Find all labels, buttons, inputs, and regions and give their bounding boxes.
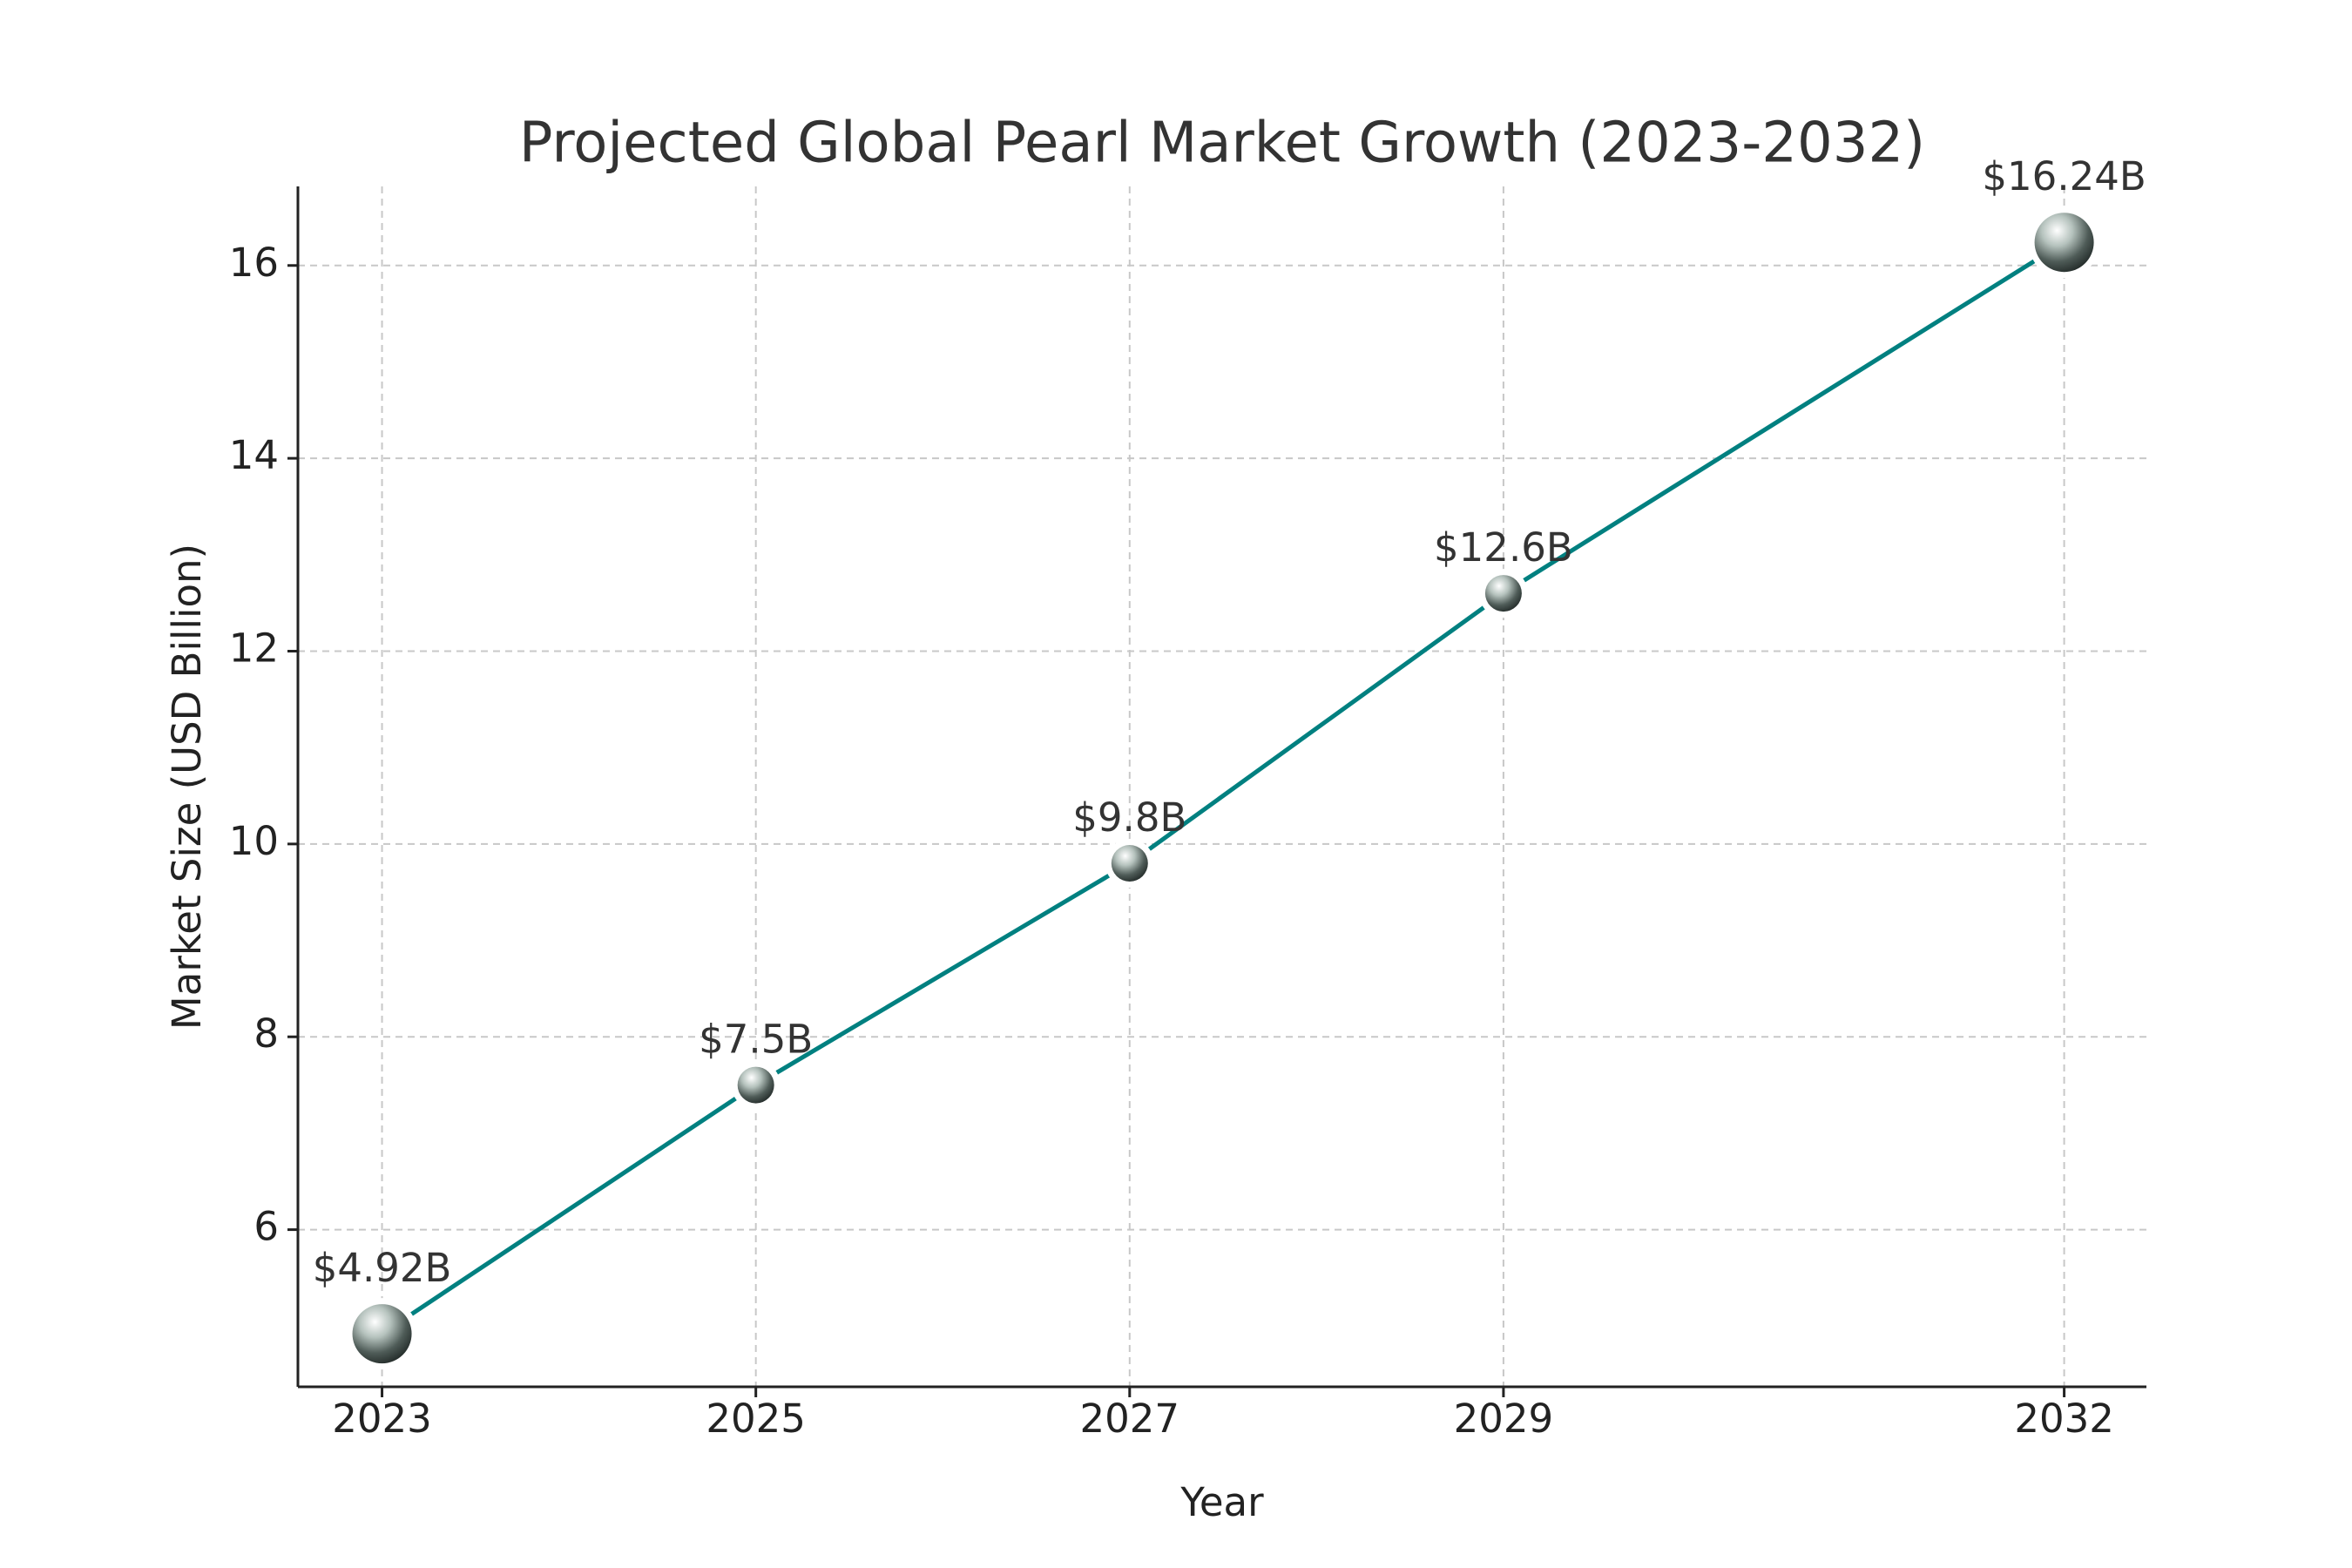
x-axis-label: Year — [1179, 1479, 1264, 1525]
chart-title: Projected Global Pearl Market Growth (20… — [519, 112, 1925, 176]
y-tick-label: 6 — [253, 1204, 279, 1250]
value-label: $9.8B — [1072, 794, 1186, 841]
pearl-marker — [1478, 569, 1528, 618]
x-tick-label: 2023 — [332, 1396, 432, 1442]
value-label: $12.6B — [1434, 524, 1573, 571]
pearl-marker — [731, 1060, 781, 1110]
value-label: $4.92B — [313, 1245, 452, 1291]
pearl-marker — [2028, 206, 2100, 279]
y-tick-label: 16 — [229, 240, 279, 286]
y-tick-label: 12 — [229, 625, 279, 671]
pearl-marker — [1105, 838, 1154, 888]
y-axis-label: Market Size (USD Billion) — [164, 544, 210, 1030]
x-tick-label: 2029 — [1454, 1396, 1554, 1442]
x-tick-label: 2027 — [1080, 1396, 1180, 1442]
value-label: $7.5B — [699, 1017, 813, 1063]
value-label: $16.24B — [1982, 153, 2146, 199]
y-tick-label: 14 — [229, 432, 279, 478]
y-tick-label: 10 — [229, 818, 279, 864]
x-tick-label: 2032 — [2014, 1396, 2114, 1442]
data-line — [381, 240, 2065, 1336]
pearl-marker — [346, 1298, 418, 1370]
x-tick-label: 2025 — [706, 1396, 806, 1442]
y-tick-label: 8 — [253, 1010, 279, 1057]
